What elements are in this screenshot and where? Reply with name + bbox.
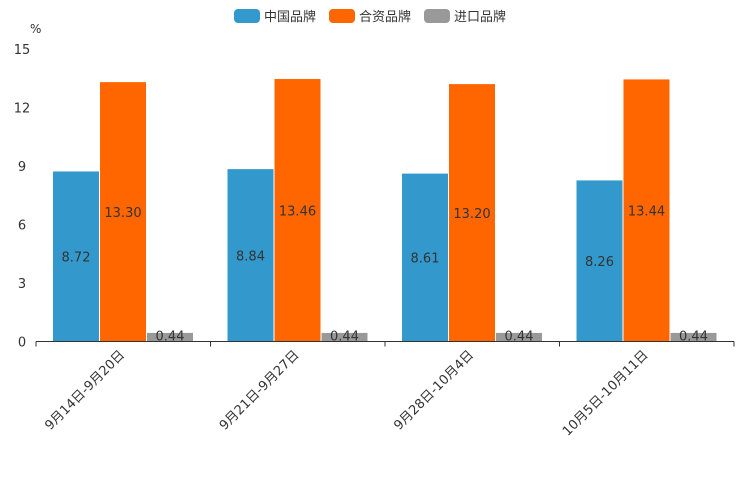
bar-1-2 — [227, 169, 274, 342]
bar-1-1 — [53, 171, 99, 342]
value-label: 0.44 — [505, 330, 534, 345]
y-tick-label: 0 — [18, 336, 26, 351]
bar-1-4 — [576, 180, 623, 342]
y-axis-unit-label: % — [30, 22, 41, 36]
value-label: 8.72 — [62, 250, 91, 265]
bar-3-1 — [147, 332, 193, 342]
bar-3-3 — [496, 332, 542, 342]
value-label: 13.20 — [453, 207, 490, 222]
legend-swatch — [424, 9, 450, 23]
value-label: 8.61 — [411, 252, 440, 267]
legend-label: 进口品牌 — [454, 9, 506, 25]
bar-2-1 — [100, 82, 146, 342]
value-labels-group: 8.72 13.30 0.44 8.84 13.46 0.44 8.61 13.20 0.44 8… — [62, 204, 708, 344]
legend-swatch — [234, 9, 260, 23]
bar-3-2 — [321, 332, 368, 342]
legend-label: 合资品牌 — [359, 9, 411, 25]
x-tick-label: 10月5日-10月11日 — [560, 348, 652, 440]
legend-label: 中国品牌 — [264, 9, 316, 25]
y-axis: 0 3 6 9 12 15 — [14, 43, 31, 351]
y-tick-label: 6 — [18, 219, 26, 234]
y-tick-label: 3 — [18, 277, 26, 292]
legend-item[interactable]: 中国品牌 — [234, 9, 316, 25]
legend-item[interactable]: 进口品牌 — [424, 9, 506, 25]
legend-item[interactable]: 合资品牌 — [329, 9, 411, 25]
x-axis: 9月14日-9月20日 9月21日-9月27日 9月28日-10月4日 10月5日-1… — [35, 341, 735, 440]
bar-3-4 — [670, 332, 717, 342]
y-tick-label: 12 — [14, 102, 31, 117]
legend-swatch — [329, 9, 355, 23]
value-label: 13.46 — [279, 204, 316, 219]
x-tick-label: 9月28日-10月4日 — [391, 348, 477, 434]
value-label: 13.44 — [628, 204, 665, 219]
bar-2-2 — [274, 79, 321, 342]
y-tick-label: 9 — [18, 160, 26, 175]
value-label: 8.84 — [236, 249, 265, 264]
legend: 中国品牌 合资品牌 进口品牌 — [234, 9, 506, 25]
x-tick-label: 9月14日-9月20日 — [42, 348, 128, 434]
bars-group — [53, 79, 717, 342]
value-label: 0.44 — [679, 330, 708, 345]
value-label: 8.26 — [585, 255, 614, 270]
value-label: 13.30 — [104, 206, 141, 221]
x-tick-label: 9月21日-9月27日 — [217, 348, 303, 434]
value-label: 0.44 — [330, 330, 359, 345]
bar-1-3 — [402, 173, 448, 342]
value-label: 0.44 — [156, 330, 185, 345]
bar-2-3 — [449, 84, 495, 342]
y-tick-label: 15 — [14, 43, 31, 58]
bar-2-4 — [623, 79, 670, 342]
